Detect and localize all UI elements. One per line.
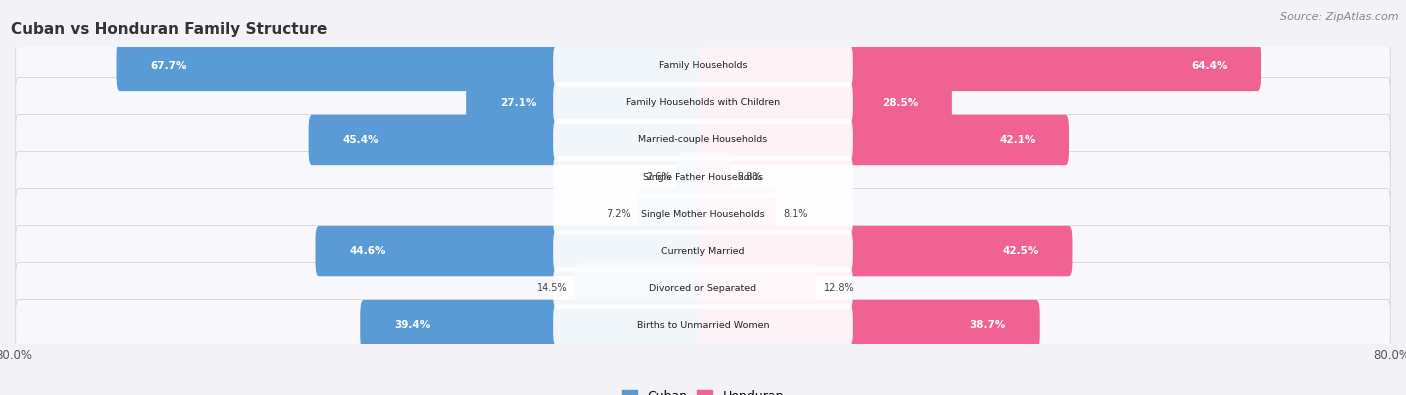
FancyBboxPatch shape — [700, 115, 1069, 165]
FancyBboxPatch shape — [678, 152, 706, 202]
Text: 67.7%: 67.7% — [150, 61, 187, 71]
FancyBboxPatch shape — [553, 267, 853, 309]
FancyBboxPatch shape — [700, 226, 1073, 276]
FancyBboxPatch shape — [700, 152, 731, 202]
FancyBboxPatch shape — [15, 188, 1391, 240]
FancyBboxPatch shape — [637, 189, 706, 239]
FancyBboxPatch shape — [553, 156, 853, 198]
Text: 44.6%: 44.6% — [349, 246, 385, 256]
FancyBboxPatch shape — [575, 263, 706, 313]
FancyBboxPatch shape — [15, 299, 1391, 351]
FancyBboxPatch shape — [467, 78, 706, 128]
FancyBboxPatch shape — [308, 115, 706, 165]
Text: 42.1%: 42.1% — [1000, 135, 1035, 145]
Text: 12.8%: 12.8% — [824, 283, 855, 293]
Text: 2.6%: 2.6% — [645, 172, 671, 182]
FancyBboxPatch shape — [553, 193, 853, 235]
Text: Cuban vs Honduran Family Structure: Cuban vs Honduran Family Structure — [11, 21, 328, 36]
FancyBboxPatch shape — [315, 226, 706, 276]
Text: 28.5%: 28.5% — [882, 98, 918, 108]
FancyBboxPatch shape — [553, 230, 853, 272]
FancyBboxPatch shape — [700, 78, 952, 128]
FancyBboxPatch shape — [700, 189, 776, 239]
FancyBboxPatch shape — [360, 300, 706, 350]
Text: Family Households with Children: Family Households with Children — [626, 98, 780, 107]
Text: Single Mother Households: Single Mother Households — [641, 209, 765, 218]
FancyBboxPatch shape — [553, 305, 853, 346]
Text: Family Households: Family Households — [659, 61, 747, 70]
FancyBboxPatch shape — [553, 82, 853, 124]
Legend: Cuban, Honduran: Cuban, Honduran — [623, 389, 783, 395]
Text: 2.8%: 2.8% — [738, 172, 762, 182]
Text: Single Father Households: Single Father Households — [643, 173, 763, 182]
FancyBboxPatch shape — [700, 263, 817, 313]
Text: Married-couple Households: Married-couple Households — [638, 135, 768, 145]
Text: 39.4%: 39.4% — [394, 320, 430, 330]
Text: 64.4%: 64.4% — [1191, 61, 1227, 71]
Text: 8.1%: 8.1% — [783, 209, 807, 219]
FancyBboxPatch shape — [700, 300, 1039, 350]
FancyBboxPatch shape — [15, 40, 1391, 92]
Text: 7.2%: 7.2% — [606, 209, 631, 219]
Text: Source: ZipAtlas.com: Source: ZipAtlas.com — [1281, 12, 1399, 22]
FancyBboxPatch shape — [15, 226, 1391, 276]
Text: 27.1%: 27.1% — [499, 98, 536, 108]
FancyBboxPatch shape — [553, 119, 853, 161]
FancyBboxPatch shape — [15, 115, 1391, 166]
FancyBboxPatch shape — [117, 41, 706, 91]
FancyBboxPatch shape — [15, 77, 1391, 128]
Text: 38.7%: 38.7% — [970, 320, 1007, 330]
FancyBboxPatch shape — [15, 263, 1391, 314]
Text: Births to Unmarried Women: Births to Unmarried Women — [637, 321, 769, 330]
Text: Currently Married: Currently Married — [661, 246, 745, 256]
Text: Divorced or Separated: Divorced or Separated — [650, 284, 756, 293]
FancyBboxPatch shape — [700, 41, 1261, 91]
Text: 42.5%: 42.5% — [1002, 246, 1039, 256]
FancyBboxPatch shape — [553, 45, 853, 87]
Text: 45.4%: 45.4% — [342, 135, 378, 145]
Text: 14.5%: 14.5% — [537, 283, 568, 293]
FancyBboxPatch shape — [15, 151, 1391, 203]
